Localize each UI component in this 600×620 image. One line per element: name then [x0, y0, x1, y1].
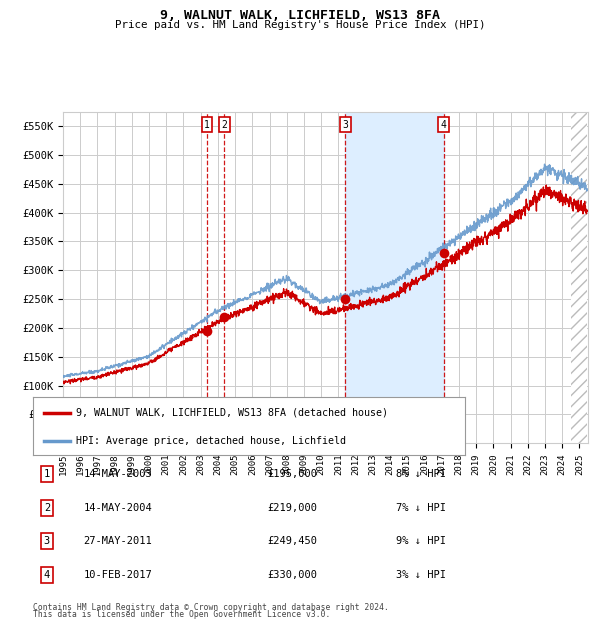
Text: 3% ↓ HPI: 3% ↓ HPI [396, 570, 446, 580]
Text: 9, WALNUT WALK, LICHFIELD, WS13 8FA (detached house): 9, WALNUT WALK, LICHFIELD, WS13 8FA (det… [76, 408, 388, 418]
Text: 10-FEB-2017: 10-FEB-2017 [83, 570, 152, 580]
Text: £195,000: £195,000 [268, 469, 317, 479]
Text: 9, WALNUT WALK, LICHFIELD, WS13 8FA: 9, WALNUT WALK, LICHFIELD, WS13 8FA [160, 9, 440, 22]
Text: 14-MAY-2004: 14-MAY-2004 [83, 503, 152, 513]
Text: 9% ↓ HPI: 9% ↓ HPI [396, 536, 446, 546]
Text: HPI: Average price, detached house, Lichfield: HPI: Average price, detached house, Lich… [76, 435, 346, 446]
Text: £219,000: £219,000 [268, 503, 317, 513]
Text: Price paid vs. HM Land Registry's House Price Index (HPI): Price paid vs. HM Land Registry's House … [115, 20, 485, 30]
Text: 1: 1 [204, 120, 210, 130]
Text: 3: 3 [343, 120, 348, 130]
Text: £330,000: £330,000 [268, 570, 317, 580]
Bar [345, 112, 443, 443]
Text: Contains HM Land Registry data © Crown copyright and database right 2024.: Contains HM Land Registry data © Crown c… [33, 603, 389, 612]
Text: 1: 1 [44, 469, 50, 479]
Text: 2: 2 [221, 120, 227, 130]
Text: 8% ↓ HPI: 8% ↓ HPI [396, 469, 446, 479]
Text: 2: 2 [44, 503, 50, 513]
Text: 14-MAY-2003: 14-MAY-2003 [83, 469, 152, 479]
Text: 7% ↓ HPI: 7% ↓ HPI [396, 503, 446, 513]
Text: 4: 4 [440, 120, 446, 130]
Text: This data is licensed under the Open Government Licence v3.0.: This data is licensed under the Open Gov… [33, 610, 331, 619]
Text: 3: 3 [44, 536, 50, 546]
Text: 27-MAY-2011: 27-MAY-2011 [83, 536, 152, 546]
Text: £249,450: £249,450 [268, 536, 317, 546]
Text: 4: 4 [44, 570, 50, 580]
